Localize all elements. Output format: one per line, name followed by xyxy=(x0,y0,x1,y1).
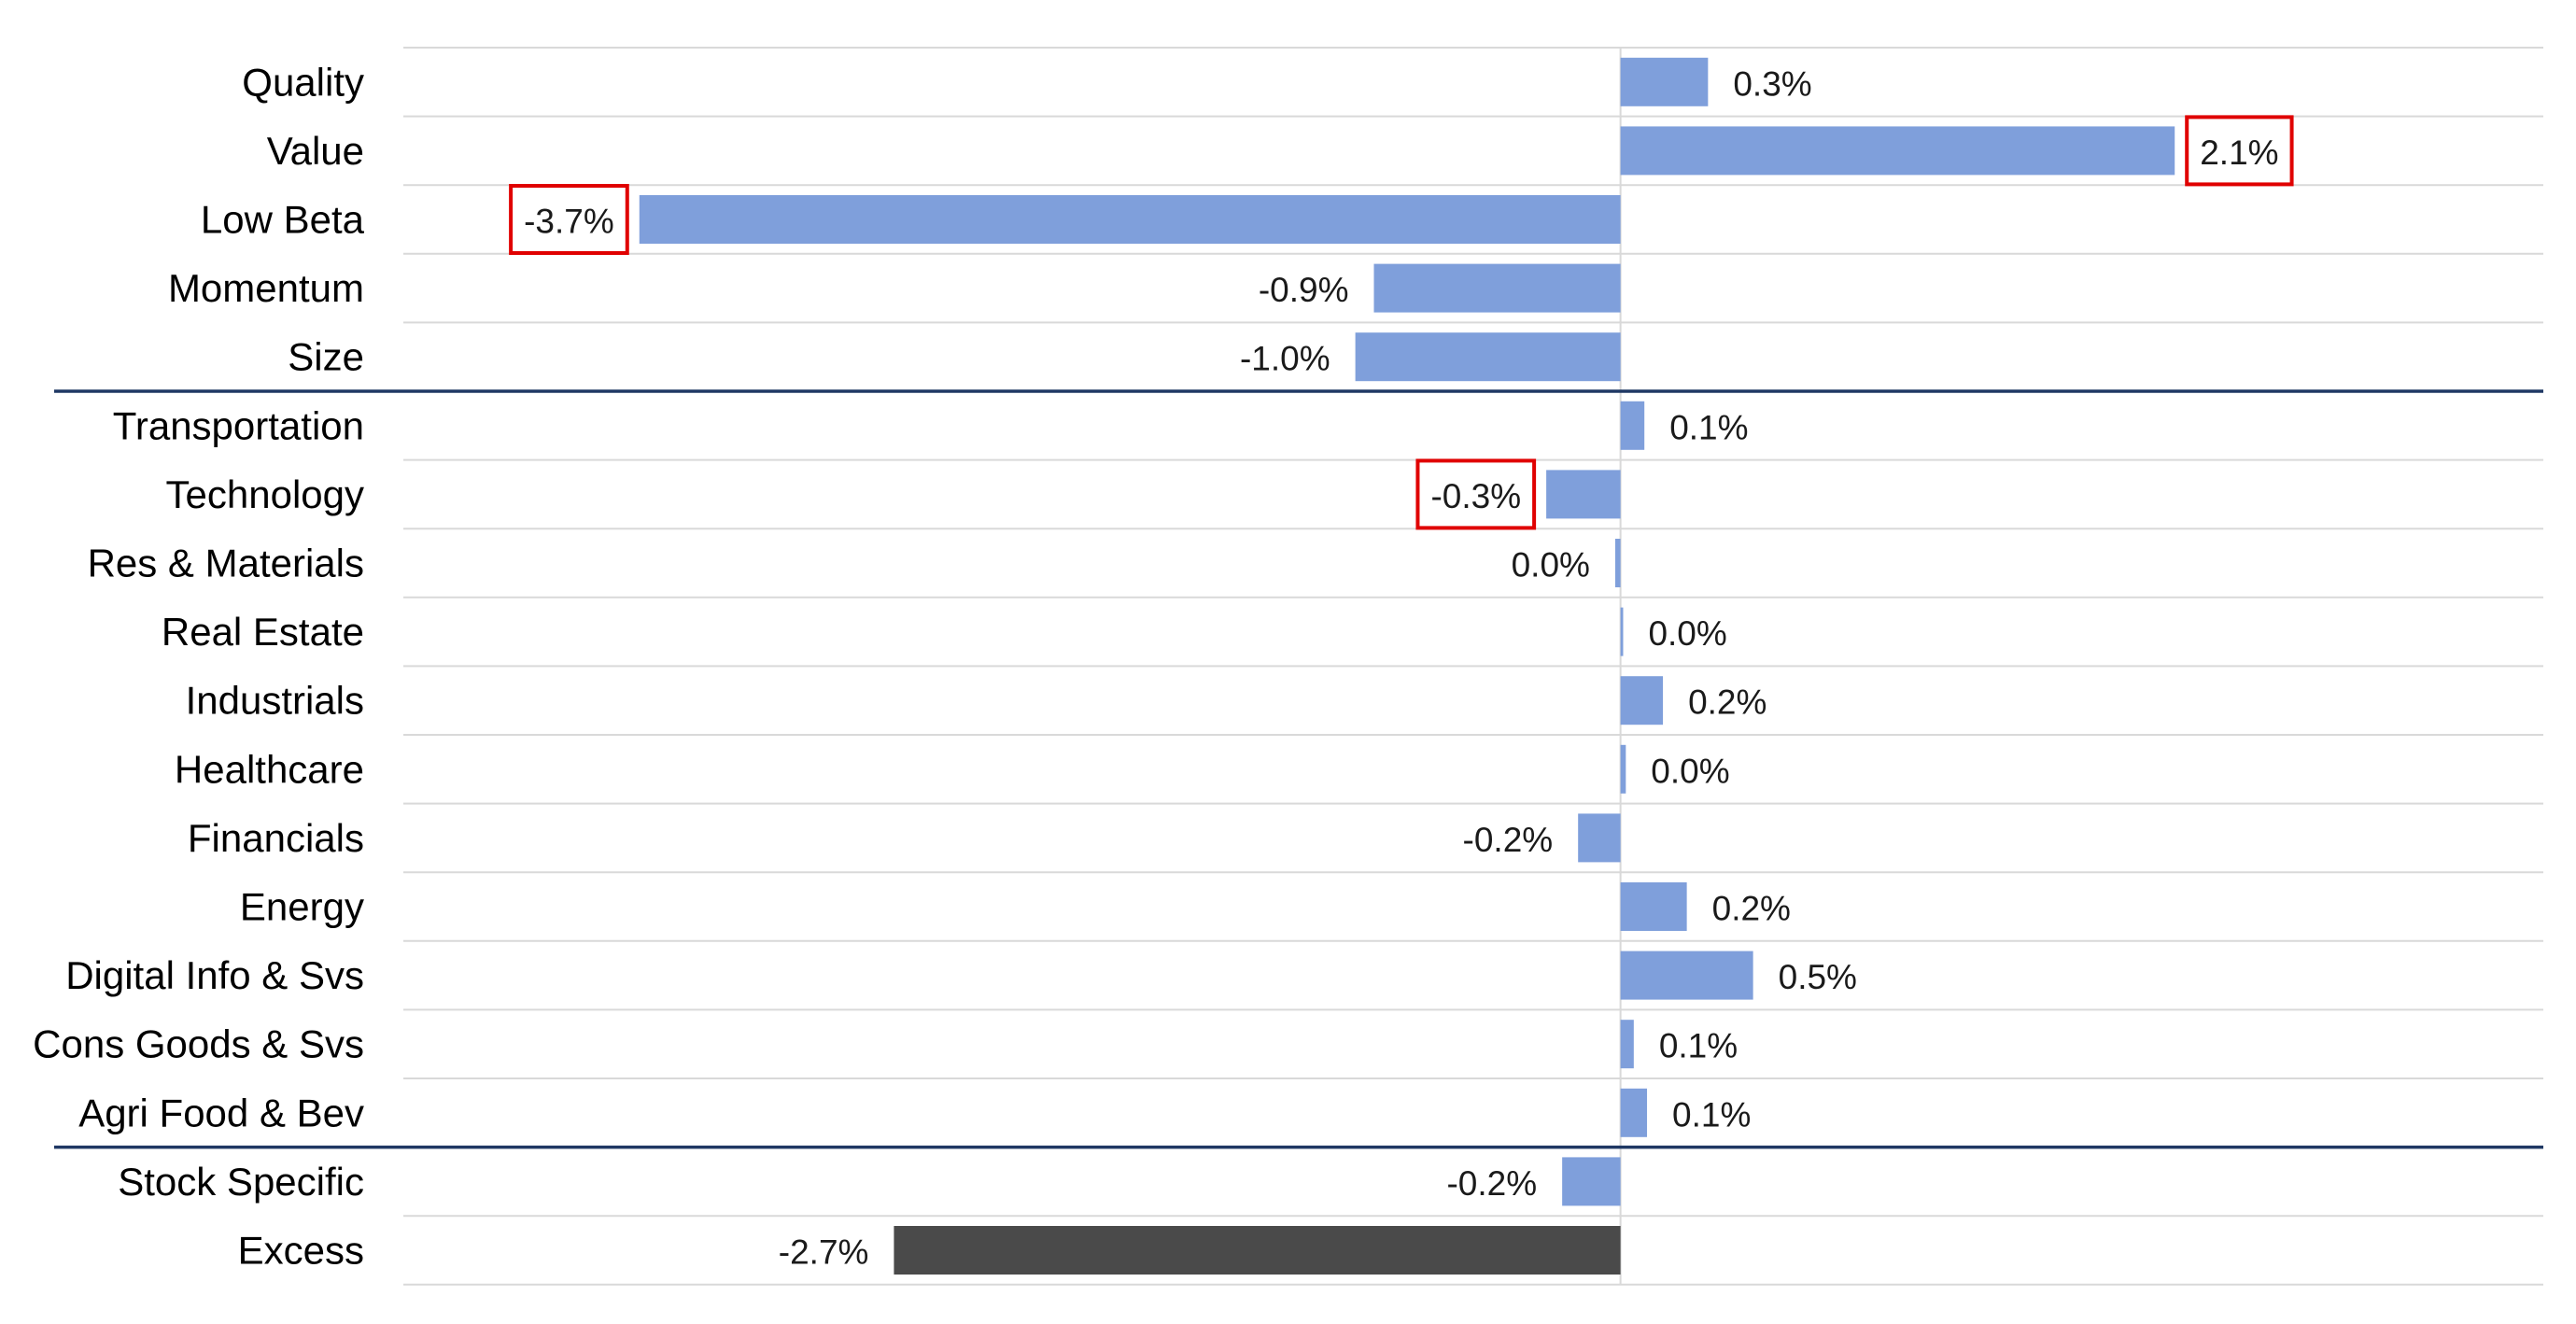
highlight-box-low-beta xyxy=(509,184,629,255)
bar-real-estate xyxy=(1620,607,1624,656)
bar-agri-food-and-bev xyxy=(1620,1088,1648,1137)
bar-excess xyxy=(894,1226,1621,1275)
category-label-size: Size xyxy=(288,335,364,379)
bar-size xyxy=(1355,332,1621,382)
category-label-cons-goods-and-svs: Cons Goods & Svs xyxy=(33,1022,364,1066)
category-label-quality: Quality xyxy=(242,60,364,104)
category-label-financials: Financials xyxy=(188,816,364,860)
category-label-healthcare: Healthcare xyxy=(175,747,364,791)
bar-digital-info-and-svs xyxy=(1620,951,1753,1000)
data-label-excess: -2.7% xyxy=(779,1233,869,1272)
category-label-low-beta: Low Beta xyxy=(201,198,365,242)
data-label-healthcare: 0.0% xyxy=(1651,752,1729,790)
category-label-real-estate: Real Estate xyxy=(162,610,364,654)
category-label-excess: Excess xyxy=(238,1229,364,1273)
bar-momentum xyxy=(1373,263,1621,313)
bar-stock-specific xyxy=(1562,1157,1621,1206)
category-label-energy: Energy xyxy=(240,885,364,929)
data-label-quality: 0.3% xyxy=(1733,64,1811,103)
data-label-res-and-materials: 0.0% xyxy=(1512,546,1590,585)
category-label-stock-specific: Stock Specific xyxy=(118,1160,364,1204)
category-label-transportation: Transportation xyxy=(113,403,364,447)
bar-financials xyxy=(1578,813,1621,863)
data-label-stock-specific: -0.2% xyxy=(1446,1164,1537,1203)
bar-technology xyxy=(1546,470,1621,519)
data-label-transportation: 0.1% xyxy=(1669,408,1748,446)
data-label-real-estate: 0.0% xyxy=(1648,614,1726,653)
bar-cons-goods-and-svs xyxy=(1620,1020,1634,1069)
category-label-momentum: Momentum xyxy=(168,266,364,310)
data-label-financials: -0.2% xyxy=(1463,821,1554,859)
data-label-size: -1.0% xyxy=(1240,340,1330,378)
category-label-value: Value xyxy=(267,129,364,173)
category-label-technology: Technology xyxy=(166,472,364,516)
category-label-industrials: Industrials xyxy=(186,679,364,723)
highlight-box-technology xyxy=(1415,458,1537,530)
data-label-digital-info-and-svs: 0.5% xyxy=(1779,958,1857,996)
bar-value xyxy=(1620,126,2175,176)
bar-healthcare xyxy=(1620,744,1626,794)
bar-energy xyxy=(1620,882,1687,931)
data-label-energy: 0.2% xyxy=(1712,890,1791,928)
data-label-cons-goods-and-svs: 0.1% xyxy=(1659,1027,1738,1065)
data-label-low-beta: -3.7% xyxy=(524,203,614,241)
data-label-industrials: 0.2% xyxy=(1688,683,1767,722)
bar-industrials xyxy=(1620,676,1664,725)
category-label-res-and-materials: Res & Materials xyxy=(88,542,364,585)
highlight-box-value xyxy=(2185,115,2294,187)
data-label-technology: -0.3% xyxy=(1430,477,1521,515)
data-label-agri-food-and-bev: 0.1% xyxy=(1672,1095,1751,1134)
bar-quality xyxy=(1620,57,1709,106)
category-label-agri-food-and-bev: Agri Food & Bev xyxy=(78,1091,364,1134)
category-label-digital-info-and-svs: Digital Info & Svs xyxy=(65,953,364,997)
bar-res-and-materials xyxy=(1614,539,1621,587)
bar-transportation xyxy=(1620,401,1645,450)
data-label-value: 2.1% xyxy=(2200,134,2278,172)
data-label-momentum: -0.9% xyxy=(1259,271,1349,309)
bar-low-beta xyxy=(639,195,1621,244)
